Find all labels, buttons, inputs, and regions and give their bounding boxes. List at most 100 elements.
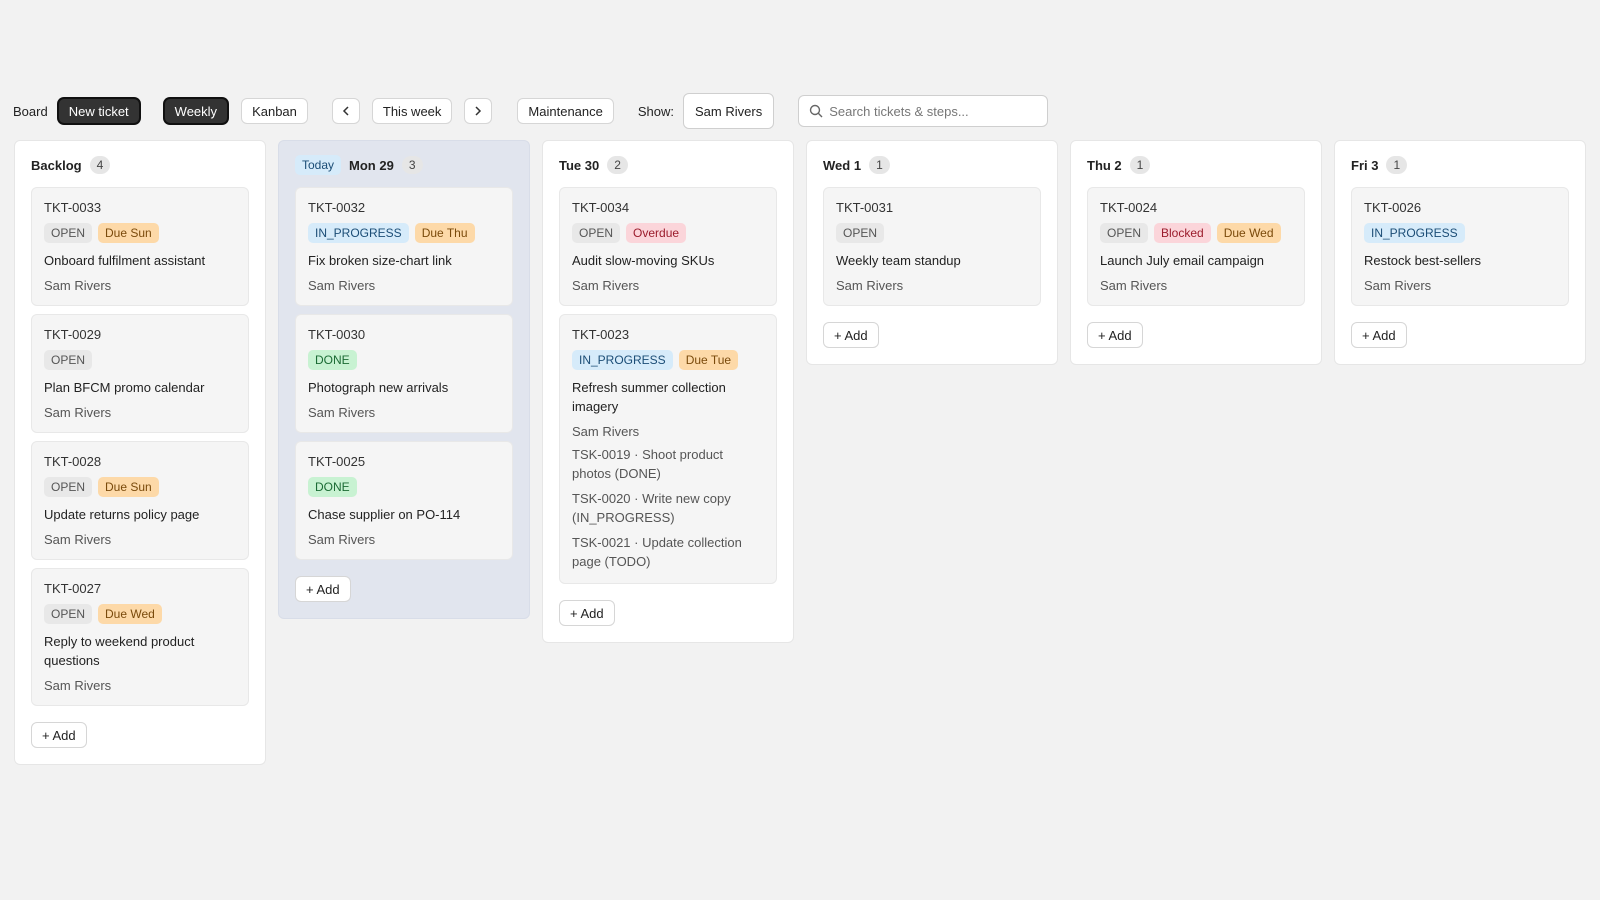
new-ticket-button[interactable]: New ticket — [57, 98, 140, 124]
ticket-card[interactable]: TKT-0025 DONE Chase supplier on PO-114 Sam … — [295, 441, 513, 560]
ticket-tags: OPEN Due Wed — [44, 604, 236, 624]
ticket-title: Chase supplier on PO-114 — [308, 507, 461, 522]
column-title: Tue 30 — [559, 157, 600, 173]
ticket-id: TKT-0024 — [1100, 200, 1158, 215]
search-input[interactable]: Search tickets & steps... — [798, 95, 1049, 127]
column-count: 2 — [607, 156, 628, 174]
column-title: Wed 1 — [823, 157, 862, 173]
ticket-tag: Blocked — [1154, 223, 1211, 243]
ticket-assignee: Sam Rivers — [308, 405, 376, 420]
ticket-assignee: Sam Rivers — [836, 278, 904, 293]
ticket-tag: Overdue — [626, 223, 687, 243]
column-title: Fri 3 — [1351, 157, 1379, 173]
ticket-tag: OPEN — [44, 477, 93, 497]
add-button[interactable]: + Add — [823, 322, 879, 348]
kanban-view-button[interactable]: Kanban — [241, 98, 308, 124]
column-header: Today Mon 29 3 — [295, 155, 513, 175]
ticket-card[interactable]: TKT-0032 IN_PROGRESS Due Thu Fix broken siz… — [295, 187, 513, 306]
ticket-title: Update returns policy page — [44, 507, 200, 522]
add-button[interactable]: + Add — [31, 722, 87, 748]
ticket-id: TKT-0031 — [836, 200, 894, 215]
ticket-assignee: Sam Rivers — [44, 532, 112, 547]
column-header: Wed 1 1 — [823, 155, 1041, 175]
day-column: Wed 1 1 TKT-0031 OPEN Weekly team standup Sam… — [806, 140, 1058, 365]
add-button[interactable]: + Add — [559, 600, 615, 626]
this-week-button[interactable]: This week — [371, 98, 453, 124]
chevron-right — [475, 106, 482, 116]
ticket-title: Launch July email campaign — [1100, 253, 1265, 268]
ticket-title: Audit slow-moving SKUs — [572, 253, 715, 268]
day-column: Backlog 4 TKT-0033 OPEN Due Sun Onboard fulfi… — [14, 140, 266, 765]
ticket-tag: Due Thu — [414, 223, 475, 243]
column-count: 1 — [1386, 156, 1408, 174]
ticket-assignee: Sam Rivers — [44, 678, 112, 693]
next-button[interactable] — [464, 98, 493, 124]
ticket-title: Refresh summer collection imagery — [572, 380, 726, 414]
ticket-card[interactable]: TKT-0034 OPEN Overdue Audit slow-moving SKU… — [559, 187, 777, 306]
add-button[interactable]: + Add — [1351, 322, 1407, 348]
ticket-card[interactable]: TKT-0033 OPEN Due Sun Onboard fulfilment as… — [31, 187, 249, 306]
ticket-id: TKT-0032 — [308, 200, 366, 215]
ticket-tags: OPEN Due Sun — [44, 477, 236, 497]
day-column: Tue 30 2 TKT-0034 OPEN Overdue Audit slow-mov… — [542, 140, 794, 643]
ticket-assignee: Sam Rivers — [44, 405, 112, 420]
ticket-tags: IN_PROGRESS Due Thu — [308, 223, 500, 243]
ticket-tags: IN_PROGRESS — [1364, 223, 1556, 243]
ticket-title: Onboard fulfilment assistant — [44, 253, 206, 268]
ticket-tags: OPEN — [44, 350, 236, 370]
ticket-tag: OPEN — [44, 604, 93, 624]
ticket-tags: OPEN — [836, 223, 1028, 243]
ticket-id: TKT-0034 — [572, 200, 630, 215]
ticket-id: TKT-0023 — [572, 327, 630, 342]
column-title: Thu 2 — [1087, 157, 1122, 173]
ticket-title: Plan BFCM promo calendar — [44, 380, 205, 395]
ticket-id: TKT-0025 — [308, 454, 366, 469]
weekly-view-button[interactable]: Weekly — [163, 98, 229, 124]
ticket-tag: IN_PROGRESS — [308, 223, 409, 243]
ticket-id: TKT-0033 — [44, 200, 102, 215]
ticket-tag: DONE — [308, 477, 357, 497]
ticket-assignee: Sam Rivers — [308, 532, 376, 547]
toolbar: Board New ticket Weekly Kanban This week… — [13, 93, 1573, 129]
ticket-card[interactable]: TKT-0029 OPEN Plan BFCM promo calendar Sam … — [31, 314, 249, 433]
ticket-step: TSK-0019 · Shoot product photos (DONE) — [572, 447, 724, 481]
ticket-card[interactable]: TKT-0031 OPEN Weekly team standup Sam River… — [823, 187, 1041, 306]
ticket-tag: OPEN — [572, 223, 621, 243]
ticket-card[interactable]: TKT-0024 OPEN Blocked Due Wed Launch July em… — [1087, 187, 1305, 306]
ticket-tag: OPEN — [44, 350, 93, 370]
add-button[interactable]: + Add — [295, 576, 351, 602]
ticket-tag: OPEN — [44, 223, 93, 243]
column-header: Fri 3 1 — [1351, 155, 1569, 175]
add-button[interactable]: + Add — [1087, 322, 1143, 348]
board: Backlog 4 TKT-0033 OPEN Due Sun Onboard fulfi… — [14, 140, 1586, 765]
column-header: Backlog 4 — [31, 155, 249, 175]
ticket-title: Fix broken size-chart link — [308, 253, 452, 268]
ticket-step: TSK-0020 · Write new copy (IN_PROGRESS) — [572, 491, 731, 525]
ticket-card[interactable]: TKT-0030 DONE Photograph new arrivals Sam R… — [295, 314, 513, 433]
ticket-card[interactable]: TKT-0023 IN_PROGRESS Due Tue Refresh summer… — [559, 314, 777, 584]
ticket-card[interactable]: TKT-0027 OPEN Due Wed Reply to weekend prod… — [31, 568, 249, 706]
ticket-card[interactable]: TKT-0026 IN_PROGRESS Restock best-sellers S… — [1351, 187, 1569, 306]
ticket-title: Restock best-sellers — [1364, 253, 1482, 268]
search-icon — [810, 104, 823, 118]
prev-button[interactable] — [331, 98, 360, 124]
column-count: 1 — [1129, 156, 1151, 174]
ticket-assignee: Sam Rivers — [572, 278, 640, 293]
assignee-select[interactable]: Sam Rivers — [683, 93, 775, 129]
ticket-tags: DONE — [308, 477, 500, 497]
column-header: Thu 2 1 — [1087, 155, 1305, 175]
ticket-tags: DONE — [308, 350, 500, 370]
ticket-tag: Due Sun — [98, 223, 159, 243]
ticket-tag: OPEN — [836, 223, 885, 243]
ticket-tag: OPEN — [1100, 223, 1149, 243]
ticket-tag: Due Wed — [1216, 223, 1281, 243]
ticket-tags: OPEN Due Sun — [44, 223, 236, 243]
ticket-id: TKT-0027 — [44, 581, 102, 596]
maintenance-button[interactable]: Maintenance — [517, 98, 614, 124]
ticket-step: TSK-0021 · Update collection page (TODO) — [572, 535, 742, 569]
ticket-assignee: Sam Rivers — [44, 278, 112, 293]
ticket-id: TKT-0029 — [44, 327, 102, 342]
ticket-card[interactable]: TKT-0028 OPEN Due Sun Update returns policy… — [31, 441, 249, 560]
